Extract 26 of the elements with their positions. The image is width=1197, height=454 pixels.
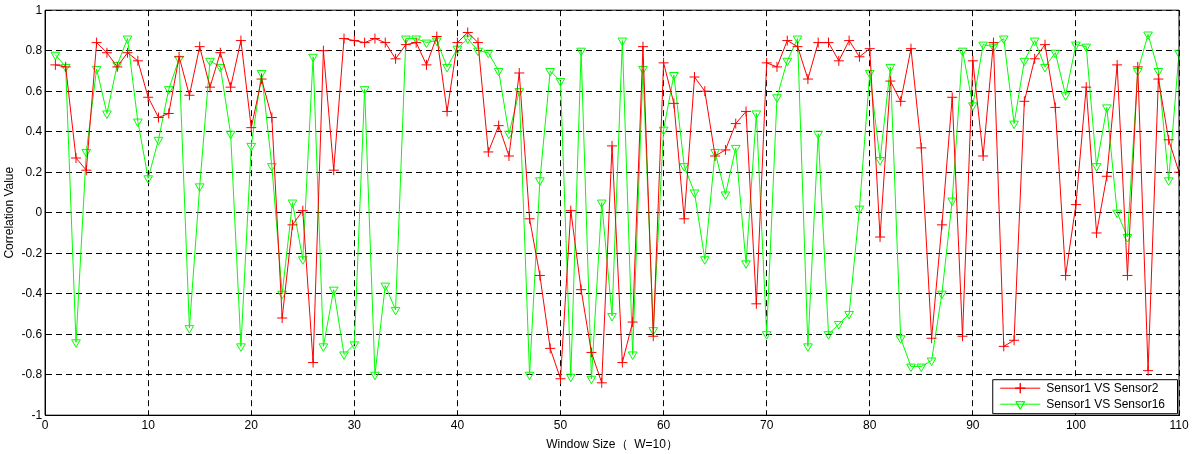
y-tick-label: 1 bbox=[35, 2, 43, 17]
y-tick-label: 0.6 bbox=[25, 83, 43, 98]
y-tick-label: -0.8 bbox=[21, 367, 43, 382]
y-tick-label: 0.4 bbox=[25, 124, 43, 139]
x-tick-label: 40 bbox=[450, 417, 465, 432]
x-tick-label: 110 bbox=[1169, 417, 1189, 432]
y-tick-label: -0.4 bbox=[21, 286, 43, 301]
x-tick-label: 20 bbox=[244, 417, 259, 432]
y-axis-title: Correlation Value bbox=[1, 166, 16, 259]
x-tick-label: 60 bbox=[656, 417, 671, 432]
y-tick-label: 0.8 bbox=[25, 43, 43, 58]
x-tick-label: 90 bbox=[966, 417, 980, 432]
x-tick-label: 50 bbox=[553, 417, 568, 432]
legend-label: Sensor1 VS Sensor2 bbox=[1046, 380, 1159, 395]
y-tick-label: 0.2 bbox=[25, 164, 43, 179]
x-tick-label: 10 bbox=[141, 417, 156, 432]
legend-label: Sensor1 VS Sensor16 bbox=[1046, 396, 1166, 411]
x-tick-label: 80 bbox=[863, 417, 877, 432]
x-axis-title: Window Size（ W=10） bbox=[546, 437, 678, 452]
y-tick-label: -0.6 bbox=[21, 326, 43, 341]
x-tick-label: 70 bbox=[759, 417, 774, 432]
x-tick-label: 100 bbox=[1065, 417, 1087, 432]
y-tick-label: -0.2 bbox=[21, 245, 43, 260]
x-tick-label: 30 bbox=[347, 417, 362, 432]
y-tick-label: 0 bbox=[35, 205, 43, 220]
y-tick-label: -1 bbox=[31, 407, 43, 422]
